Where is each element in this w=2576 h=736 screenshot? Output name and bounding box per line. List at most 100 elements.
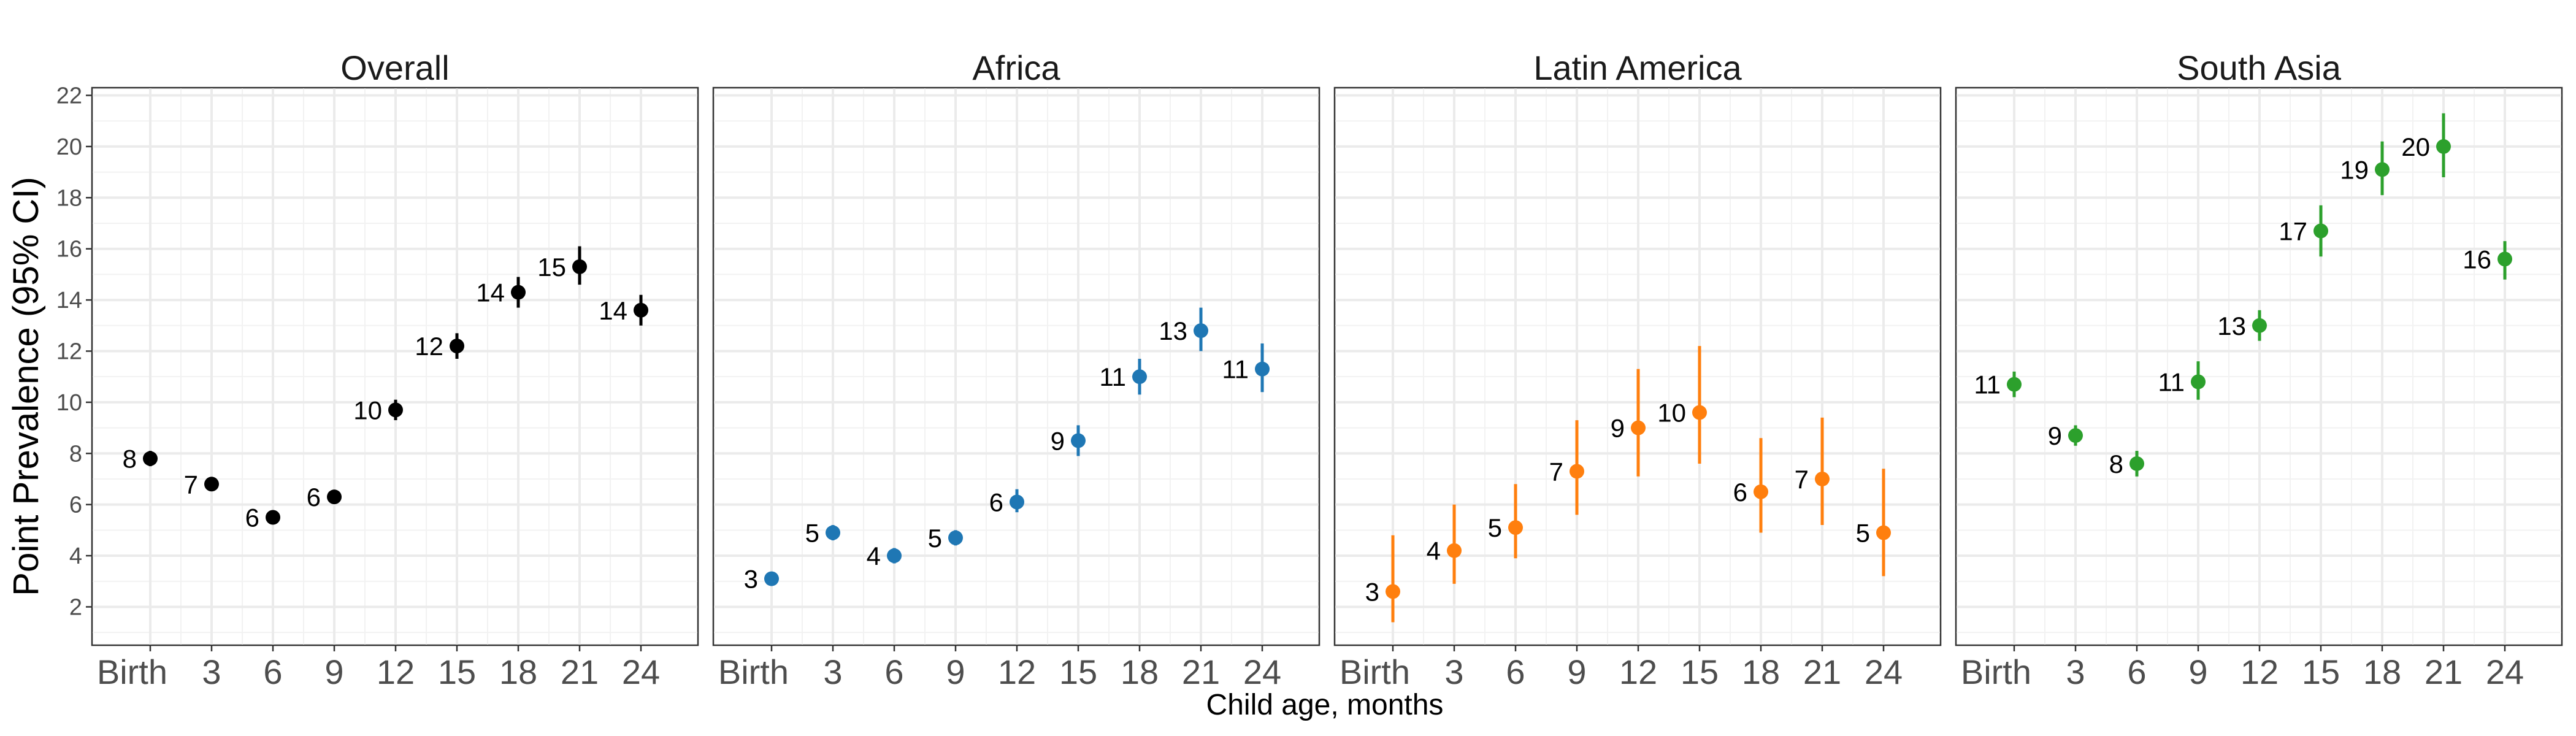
data-label: 15	[537, 253, 566, 282]
y-tick-label: 10	[56, 390, 82, 416]
data-point	[1754, 484, 1768, 499]
data-point	[143, 451, 158, 466]
data-label: 17	[2279, 217, 2307, 246]
x-tick-label: 21	[561, 653, 599, 691]
x-tick-label: 15	[438, 653, 476, 691]
data-label: 5	[1488, 513, 1502, 542]
data-label: 7	[1549, 457, 1563, 486]
data-point	[1132, 369, 1147, 385]
data-point	[1631, 420, 1646, 435]
data-label: 9	[1611, 414, 1625, 443]
data-label: 7	[184, 470, 198, 499]
x-tick-label: Birth	[1340, 653, 1410, 691]
x-tick-label: 12	[2241, 653, 2279, 691]
facet-title: South Asia	[2177, 48, 2342, 87]
y-tick-label: 8	[69, 441, 82, 467]
x-axis-label: Child age, months	[1206, 689, 1444, 721]
data-label: 9	[1051, 426, 1065, 455]
x-tick-label: 24	[1243, 653, 1281, 691]
data-label: 11	[1099, 362, 1126, 391]
y-axis-label: Point Prevalence (95% CI)	[6, 177, 46, 596]
data-point	[1876, 525, 1891, 540]
x-tick-label: 9	[1567, 653, 1586, 691]
data-point	[887, 548, 902, 564]
x-tick-label: 6	[884, 653, 903, 691]
data-label: 3	[1365, 577, 1379, 606]
data-point	[2313, 223, 2328, 239]
data-point	[1447, 543, 1462, 558]
x-tick-label: 18	[1121, 653, 1159, 691]
data-label: 13	[2217, 312, 2246, 340]
data-point	[1815, 471, 1830, 486]
data-label: 4	[867, 542, 881, 570]
data-label: 14	[599, 296, 627, 325]
y-tick-label: 12	[56, 339, 82, 364]
data-label: 12	[415, 332, 443, 361]
y-tick-label: 16	[56, 237, 82, 263]
data-label: 9	[2048, 421, 2062, 450]
data-point	[2497, 251, 2512, 267]
data-point	[1570, 464, 1584, 479]
x-tick-label: Birth	[718, 653, 789, 691]
data-point	[2191, 374, 2206, 389]
x-tick-label: 9	[946, 653, 965, 691]
data-point	[450, 339, 464, 354]
data-point	[388, 402, 403, 418]
data-point	[327, 489, 342, 505]
data-point	[634, 302, 648, 318]
data-point	[2129, 456, 2144, 471]
x-tick-label: 9	[2188, 653, 2207, 691]
facet-title: Latin America	[1533, 48, 1742, 87]
x-tick-label: 12	[998, 653, 1036, 691]
x-tick-label: 6	[1506, 653, 1525, 691]
x-tick-label: 21	[1803, 653, 1841, 691]
panel-1: Africa Birth 3 6 9 12 15 18 21 24 3 5 4 5 6 9 11 13 11	[712, 48, 1321, 691]
x-tick-label: 18	[2363, 653, 2401, 691]
y-tick-label: 22	[56, 83, 82, 109]
y-tick-label: 2	[69, 594, 82, 620]
data-point	[2375, 162, 2390, 177]
x-tick-label: 18	[499, 653, 537, 691]
data-point	[948, 530, 963, 545]
data-label: 10	[353, 396, 382, 424]
data-label: 7	[1795, 465, 1809, 494]
facet-title: Africa	[972, 48, 1060, 87]
x-tick-label: Birth	[1961, 653, 2031, 691]
data-label: 16	[2463, 245, 2491, 274]
data-label: 4	[1427, 537, 1441, 565]
data-label: 14	[476, 278, 505, 307]
data-point	[2068, 428, 2083, 443]
x-tick-label: 15	[1059, 653, 1097, 691]
data-point	[266, 510, 280, 525]
x-tick-label: 18	[1742, 653, 1780, 691]
data-point	[764, 571, 779, 586]
data-point	[1692, 405, 1707, 420]
data-point	[2436, 139, 2451, 154]
data-label: 6	[245, 504, 259, 532]
x-tick-label: 3	[1444, 653, 1463, 691]
x-tick-label: 24	[2486, 653, 2524, 691]
x-tick-label: Birth	[97, 653, 167, 691]
x-tick-label: 15	[1681, 653, 1719, 691]
x-tick-label: 12	[377, 653, 415, 691]
data-point	[2252, 318, 2267, 333]
x-tick-label: 6	[2127, 653, 2146, 691]
data-label: 13	[1159, 316, 1187, 345]
data-label: 19	[2340, 155, 2369, 184]
x-tick-label: 21	[2425, 653, 2463, 691]
data-point	[826, 525, 840, 540]
x-tick-label: 3	[2066, 653, 2085, 691]
x-tick-label: 6	[263, 653, 282, 691]
data-point	[572, 259, 587, 274]
x-tick-label: 24	[622, 653, 660, 691]
x-tick-label: 15	[2302, 653, 2340, 691]
data-label: 6	[1733, 478, 1747, 507]
x-tick-label: 3	[202, 653, 221, 691]
x-tick-label: 24	[1865, 653, 1903, 691]
panel-2: Latin America Birth 3 6 9 12 15 18 21 24 3 4 5 7 9 10 6 7…	[1333, 48, 1942, 691]
x-tick-label: 3	[823, 653, 842, 691]
x-tick-label: 9	[324, 653, 343, 691]
